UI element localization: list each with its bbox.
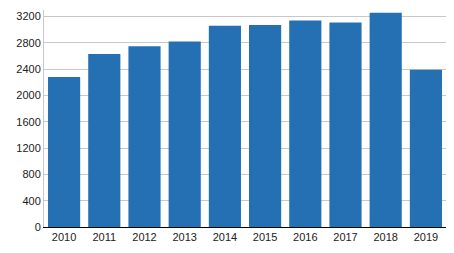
svg-text:2016: 2016	[293, 231, 317, 243]
svg-text:3200: 3200	[16, 10, 40, 22]
svg-text:2013: 2013	[172, 231, 196, 243]
svg-text:2800: 2800	[16, 37, 40, 49]
svg-text:1600: 1600	[16, 116, 40, 128]
svg-text:2015: 2015	[253, 231, 277, 243]
svg-text:2400: 2400	[16, 63, 40, 75]
svg-text:800: 800	[22, 168, 40, 180]
svg-text:2010: 2010	[52, 231, 76, 243]
svg-text:400: 400	[22, 195, 40, 207]
svg-text:2000: 2000	[16, 89, 40, 101]
svg-text:2011: 2011	[92, 231, 116, 243]
svg-text:1200: 1200	[16, 142, 40, 154]
svg-text:2019: 2019	[414, 231, 438, 243]
svg-text:2014: 2014	[213, 231, 237, 243]
svg-text:2017: 2017	[333, 231, 357, 243]
svg-text:2012: 2012	[132, 231, 156, 243]
svg-text:2018: 2018	[373, 231, 397, 243]
svg-text:0: 0	[35, 221, 41, 233]
